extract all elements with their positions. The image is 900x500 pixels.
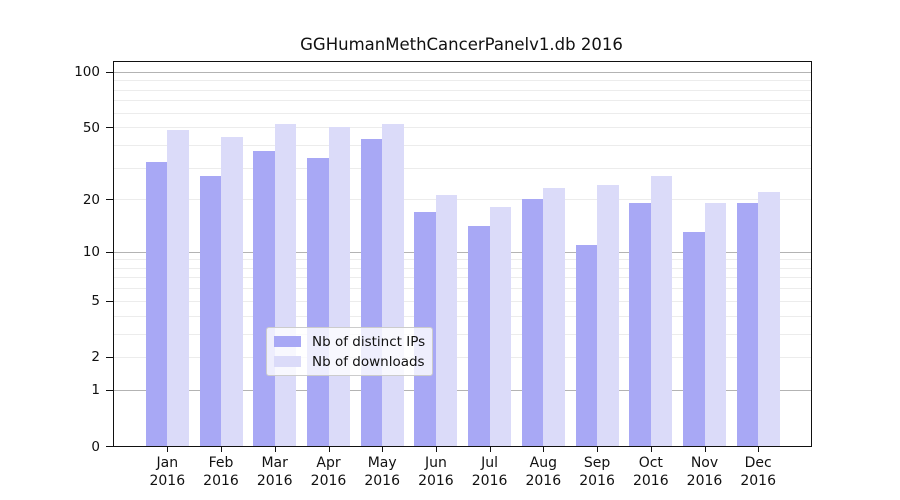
gridline-minor-50 [114,127,811,129]
x-tick-aug [543,446,545,452]
x-tick-apr [328,446,330,452]
y-tick-2 [106,356,113,359]
bar-distinct-ips-nov [683,232,705,446]
plot-area: 0 1 2 5 10 20 50 100 Jan 2016 Feb 2016 Mar 2016 Apr… [74,61,812,489]
x-tick-nov [704,446,706,452]
bar-distinct-ips-apr [307,157,329,446]
legend-swatch-distinct-ips [274,336,301,347]
gridline-major-10 [114,251,811,253]
x-tick-label-feb: Feb 2016 [203,455,239,489]
y-tick-label-20: 20 [82,191,100,208]
x-tick-jul [489,446,491,452]
bar-downloads-mar [274,124,297,446]
gridline-minor-70 [114,100,811,102]
bar-distinct-ips-mar [253,151,275,446]
bar-distinct-ips-aug [521,199,544,446]
bar-downloads-dec [758,191,780,446]
x-tick-label-dec: Dec 2016 [740,455,776,489]
y-tick-5 [106,300,113,302]
x-tick-feb [221,446,223,452]
y-tick-label-100: 100 [74,64,100,81]
legend: Nb of distinct IPs Nb of downloads [266,327,433,376]
x-tick-jan [167,446,169,452]
x-tick-dec [758,446,760,452]
y-tick-100 [106,71,113,73]
x-tick-sep [597,446,599,452]
y-tick-50 [106,127,113,129]
bar-downloads-jun [435,195,458,446]
bar-distinct-ips-jan [145,162,168,446]
y-tick-label-50: 50 [82,119,100,136]
bar-downloads-oct [650,175,673,446]
x-tick-label-oct: Oct 2016 [632,455,669,489]
bar-downloads-feb [221,137,243,446]
bar-distinct-ips-sep [575,244,598,446]
bar-distinct-ips-feb [199,175,221,446]
bar-distinct-ips-may [360,139,383,446]
bar-downloads-nov [704,203,726,446]
x-tick-label-jul: Jul 2016 [471,455,508,489]
gridline-minor-5 [114,300,811,302]
x-tick-label-sep: Sep 2016 [579,455,615,489]
bar-downloads-apr [328,127,350,446]
gridline-minor-8 [114,267,811,269]
y-tick-label-2: 2 [91,349,100,366]
gridline-minor-40 [114,144,811,146]
y-tick-label-0: 0 [91,438,100,455]
y-tick-20 [106,199,113,201]
bar-distinct-ips-jul [468,226,490,446]
bar-distinct-ips-dec [736,203,759,446]
gridline-major-100 [114,71,811,73]
y-tick-0 [106,446,113,448]
gridline-minor-9 [114,259,811,261]
gridline-minor-30 [114,167,811,169]
bar-distinct-ips-oct [629,203,651,446]
chart-title: GGHumanMethCancerPanelv1.db 2016 [300,35,623,54]
gridline-minor-4 [114,315,811,317]
gridline-minor-2 [114,356,811,358]
legend-swatch-downloads [274,356,301,367]
x-tick-label-jan: Jan 2016 [149,455,186,489]
bar-downloads-may [382,124,404,446]
gridline-minor-90 [114,80,811,82]
x-tick-label-jun: Jun 2016 [418,455,454,489]
legend-label-distinct-ips: Nb of distinct IPs [312,333,426,350]
y-tick-label-1: 1 [91,382,100,399]
x-tick-label-apr: Apr 2016 [310,455,347,489]
legend-item-downloads: Nb of downloads [274,353,425,370]
y-tick-label-10: 10 [82,244,100,260]
bar-downloads-sep [597,184,619,446]
gridline-minor-60 [114,112,811,114]
x-tick-mar [274,446,276,452]
y-tick-label-5: 5 [91,293,100,310]
x-tick-jun [435,446,438,452]
gridline-major-1 [114,389,811,391]
x-tick-label-mar: Mar 2016 [256,455,293,489]
y-tick-1 [106,389,113,391]
y-tick-10 [106,251,113,253]
bar-downloads-jul [489,207,512,446]
x-tick-label-may: May 2016 [364,455,400,489]
gridline-minor-7 [114,277,811,279]
x-tick-may [382,446,384,452]
gridline-minor-80 [114,89,811,91]
x-tick-label-nov: Nov 2016 [686,455,723,489]
gridline-minor-20 [114,199,811,201]
x-tick-oct [650,446,652,452]
x-tick-label-aug: Aug 2016 [525,455,562,489]
legend-label-downloads: Nb of downloads [312,353,425,370]
bar-downloads-aug [543,188,565,446]
legend-item-distinct-ips: Nb of distinct IPs [274,333,426,350]
bar-downloads-jan [167,130,189,446]
gridline-minor-3 [114,333,811,335]
gridline-minor-6 [114,288,811,290]
